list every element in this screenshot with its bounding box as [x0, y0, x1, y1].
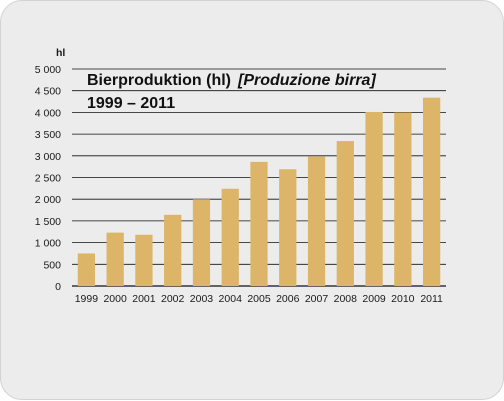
x-tick-label: 2006 [276, 293, 300, 305]
bar-2009 [365, 111, 383, 286]
bar-2001 [135, 234, 153, 286]
y-tick-label: 2 500 [35, 173, 61, 185]
bar-2003 [192, 199, 211, 286]
x-tick-label: 1999 [75, 293, 99, 305]
bar-2007 [307, 156, 326, 286]
x-tick-label: 2008 [334, 293, 358, 305]
y-tick-label: 5 000 [35, 64, 61, 76]
y-tick-label: 1 500 [35, 216, 61, 228]
chart-title-italian: [Produzione birra] [237, 72, 376, 89]
bar-2005 [250, 161, 268, 286]
bar-2004 [221, 188, 239, 286]
y-tick-label: 1 000 [35, 238, 61, 250]
y-tick-label: 3 000 [35, 151, 61, 163]
bar-2008 [336, 141, 354, 286]
x-tick-label: 2009 [362, 293, 386, 305]
x-tick-label: 2002 [161, 293, 185, 305]
x-tick-label: 2005 [247, 293, 271, 305]
x-tick-label: 2007 [305, 293, 329, 305]
y-tick-label: 2 000 [35, 194, 61, 206]
y-tick-label: 500 [43, 259, 61, 271]
bar-1999 [77, 253, 96, 286]
y-axis-unit: hl [56, 47, 65, 59]
x-tick-label: 2003 [190, 293, 214, 305]
bar-2002 [164, 214, 182, 286]
bar-2011 [422, 97, 441, 286]
bar-2010 [394, 112, 412, 287]
y-tick-label: 3 500 [35, 129, 61, 141]
x-tick-label: 2011 [420, 293, 443, 305]
bars [77, 97, 441, 287]
y-tick-label: 0 [55, 281, 61, 293]
y-tick-labels: 0 500 1 000 1 500 2 000 2 500 3 000 3 500 4 000 4… [35, 64, 61, 293]
x-tick-label: 2010 [391, 293, 415, 305]
bar-2000 [106, 232, 124, 286]
bar-2006 [279, 169, 297, 286]
x-tick-label: 2004 [219, 293, 243, 305]
chart-title: Bierproduktion (hl) [Produzione birra] [87, 72, 376, 89]
x-tick-label: 2000 [103, 293, 127, 305]
chart-period: 1999 – 2011 [87, 95, 175, 112]
chart-title-main: Bierproduktion (hl) [87, 72, 231, 89]
y-tick-label: 4 000 [35, 107, 61, 119]
x-tick-labels: 1999 2000 2001 2002 2003 2004 2005 2006 2007 2008… [75, 293, 443, 305]
y-tick-label: 4 500 [35, 86, 61, 98]
x-tick-label: 2001 [132, 293, 156, 305]
